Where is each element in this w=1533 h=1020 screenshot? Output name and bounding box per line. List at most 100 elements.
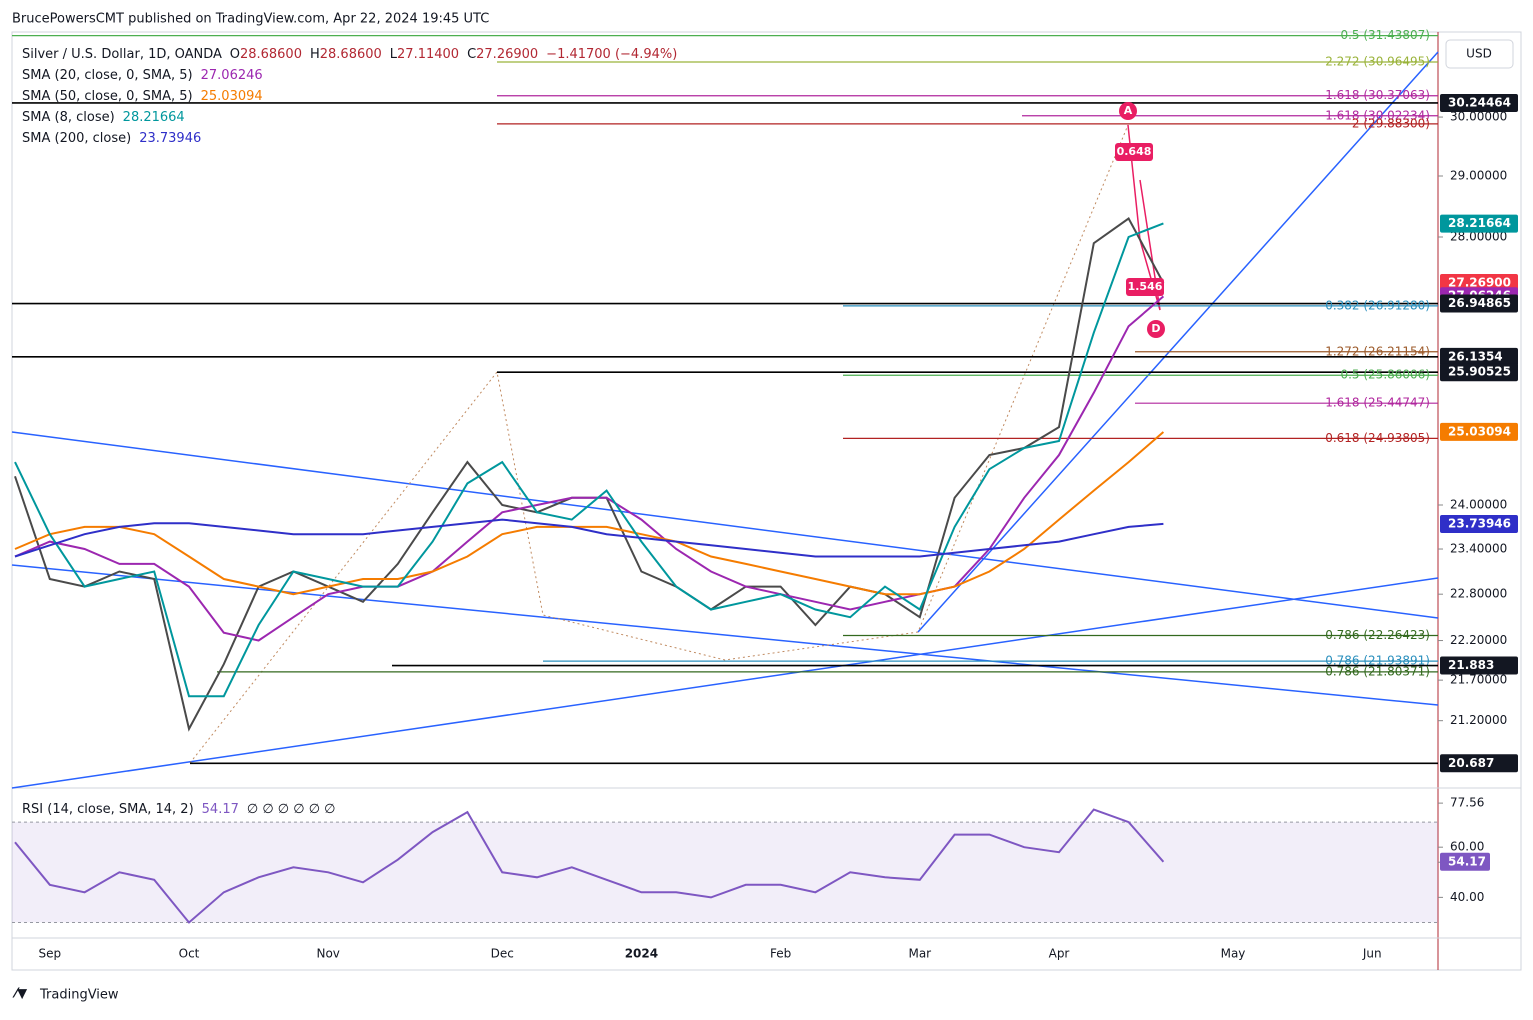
trend-line: [11, 431, 1439, 619]
sma-line: [14, 431, 1165, 596]
trend-line: [11, 577, 1439, 789]
y-tick-label: 23.40000: [1450, 542, 1507, 556]
price-badge: [1440, 347, 1518, 366]
pattern-label: D: [1151, 322, 1160, 335]
rsi-badge-label: 54.17: [1448, 854, 1486, 868]
legend-part: 28.68600: [240, 47, 302, 62]
price-badge: [1440, 363, 1518, 382]
y-tick-label: 22.20000: [1450, 633, 1507, 647]
trend-line: [917, 51, 1439, 633]
legend-part: O: [230, 47, 240, 62]
pattern-xabcd: [1127, 124, 1161, 311]
price-badge: [1440, 754, 1518, 773]
price-badge-label: 20.687: [1448, 756, 1494, 770]
trend-line: [11, 564, 1439, 706]
legend-part: 27.26900: [476, 47, 538, 62]
price-badge: [1440, 422, 1518, 441]
pattern-ratio-box: [1126, 278, 1164, 296]
legend-part: SMA (200, close): [22, 131, 131, 146]
legend-part: −1.41700 (−4.94%): [546, 47, 677, 62]
x-tick-label: May: [1221, 947, 1246, 961]
level-label: 0.618 (24.93805): [1325, 431, 1430, 445]
indicator-legend: SMA (200, close) 23.73946: [22, 131, 201, 146]
level-label: 0.382 (26.91280): [1325, 298, 1430, 312]
price-badge-label: 25.90525: [1448, 365, 1511, 379]
x-tick-label: Apr: [1049, 947, 1070, 961]
indicator-legend: SMA (20, close, 0, SMA, 5) 27.06246: [22, 68, 263, 83]
rsi-badge: [1440, 852, 1490, 871]
brand: TradingView: [39, 988, 119, 1003]
x-tick-label: Sep: [38, 947, 61, 961]
indicator-legend: SMA (50, close, 0, SMA, 5) 25.03094: [22, 89, 263, 104]
legend-part: 25.03094: [201, 89, 263, 104]
legend-part: 27.06246: [201, 68, 263, 83]
legend-part: SMA (50, close, 0, SMA, 5): [22, 89, 193, 104]
rsi-tick-label: 77.56: [1450, 796, 1484, 810]
legend-part: L: [390, 47, 398, 62]
pattern-point: [1119, 102, 1137, 120]
price-badge: [1440, 214, 1518, 233]
x-tick-label: Jun: [1362, 947, 1382, 961]
x-tick-label: 2024: [625, 947, 658, 961]
x-tick-label: Oct: [179, 947, 200, 961]
price-badge-label: 25.03094: [1448, 424, 1511, 438]
level-label: 2.272 (30.96495): [1325, 55, 1430, 69]
sma-line: [14, 222, 1164, 698]
level-label: 0.786 (22.26423): [1325, 628, 1430, 642]
price-badge-label: 27.26900: [1448, 276, 1511, 290]
legend-part: SMA (20, close, 0, SMA, 5): [22, 68, 193, 83]
legend-part: 54.17: [202, 802, 239, 817]
level-label: 1.618 (30.37063): [1325, 88, 1430, 102]
legend-part: SMA (8, close): [22, 110, 115, 125]
frame: [11, 31, 1522, 971]
main-legend: Silver / U.S. Dollar, 1D, OANDA O28.68600…: [22, 47, 677, 62]
pattern-ratio-box: [1115, 143, 1153, 161]
level-label: 0.5 (25.86006): [1340, 368, 1430, 382]
publisher: BrucePowersCMT published on TradingView.…: [12, 12, 489, 27]
y-tick-label: 29.00000: [1450, 169, 1507, 183]
level-label: 1.618 (30.02234): [1325, 108, 1430, 122]
level-label: 1.272 (26.21154): [1325, 344, 1430, 358]
brand-logo: ⁄▼: [12, 987, 27, 1002]
legend-part: RSI (14, close, SMA, 14, 2): [22, 802, 194, 817]
pattern-label: 0.648: [1117, 145, 1152, 158]
legend-part: 27.11400: [397, 47, 459, 62]
rsi-band: [12, 822, 1438, 923]
x-tick-label: Nov: [316, 947, 339, 961]
x-tick-label: Feb: [770, 947, 791, 961]
rsi-tick-label: 40.00: [1450, 890, 1484, 904]
pattern-label: A: [1124, 104, 1133, 117]
level-label: 2 (29.88300): [1352, 116, 1430, 130]
price-badge-label: 28.21664: [1448, 216, 1511, 230]
y-tick-label: 24.00000: [1450, 498, 1507, 512]
indicator-legend: SMA (8, close) 28.21664: [22, 110, 185, 125]
price-badge: [1440, 294, 1518, 313]
y-tick-label: 21.70000: [1450, 673, 1507, 687]
currency[interactable]: USD: [1466, 47, 1492, 61]
legend-part: C: [467, 47, 476, 62]
price-badge-label: 30.24464: [1448, 95, 1511, 109]
level-label: 1.618 (25.44747): [1325, 396, 1430, 410]
legend-part: ∅ ∅ ∅ ∅ ∅ ∅: [247, 802, 336, 817]
legend-part: H: [310, 47, 320, 62]
legend-part: 28.21664: [123, 110, 185, 125]
legend-part: 28.68600: [320, 47, 382, 62]
sma-line: [14, 518, 1164, 558]
price-badge-label: 26.1354: [1448, 349, 1503, 363]
y-tick-label: 30.00000: [1450, 110, 1507, 124]
level-label: 0.786 (21.80371): [1325, 664, 1430, 678]
price-badge: [1440, 656, 1518, 675]
currency-button[interactable]: [1445, 39, 1514, 69]
level-label: 0.5 (31.43807): [1340, 28, 1430, 42]
price-badge-label: 26.94865: [1448, 296, 1511, 310]
price-badge-label: 23.73946: [1448, 516, 1511, 530]
price-badge-label: 21.883: [1448, 658, 1494, 672]
price-badge: [1440, 514, 1518, 533]
x-tick-label: Mar: [908, 947, 931, 961]
legend-part: 23.73946: [139, 131, 201, 146]
y-tick-label: 21.20000: [1450, 713, 1507, 727]
pattern-label: 1.546: [1128, 280, 1163, 293]
x-tick-label: Dec: [491, 947, 514, 961]
